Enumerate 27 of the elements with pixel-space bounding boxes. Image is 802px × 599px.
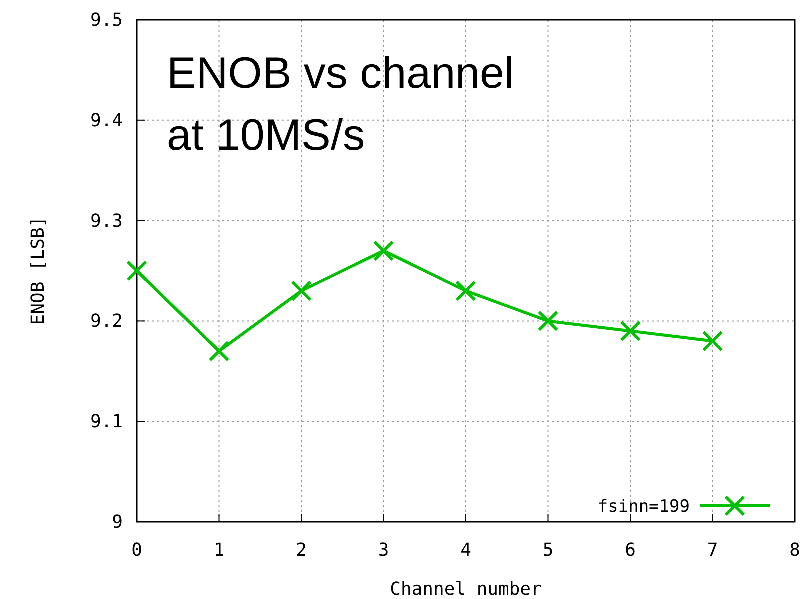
x-tick-label: 8 bbox=[790, 540, 800, 561]
point bbox=[702, 330, 724, 352]
y-axis-title: ENOB [LSB] bbox=[28, 216, 49, 326]
x-axis-title: Channel number bbox=[390, 579, 542, 599]
text: ENOB vs channel at 10MS/s bbox=[167, 49, 514, 160]
point bbox=[291, 280, 312, 302]
x-tick-label: 4 bbox=[460, 540, 472, 561]
x-tick-label: 5 bbox=[542, 540, 554, 561]
y-tick-label: 9 bbox=[112, 512, 123, 533]
y-tick-label: 9.2 bbox=[90, 311, 123, 332]
point bbox=[208, 340, 230, 362]
point bbox=[126, 260, 148, 282]
x-tick-label: 7 bbox=[707, 540, 718, 561]
legend-label: fsinn=199 bbox=[598, 497, 690, 517]
y-tick-label: 9.4 bbox=[90, 110, 123, 132]
point bbox=[373, 240, 394, 262]
point bbox=[538, 310, 559, 332]
point bbox=[620, 320, 641, 342]
y-tick-label: 9.1 bbox=[90, 412, 123, 433]
x-tick-label: 0 bbox=[132, 540, 142, 561]
y-tick-label: 9.3 bbox=[90, 210, 123, 232]
x-tick-label: 2 bbox=[296, 540, 307, 561]
x-tick-label: 6 bbox=[625, 540, 636, 561]
point bbox=[456, 280, 476, 302]
x-tick-label: 1 bbox=[214, 540, 225, 561]
y-tick-label: 9.5 bbox=[90, 10, 123, 31]
x-tick-label: 3 bbox=[378, 540, 390, 561]
